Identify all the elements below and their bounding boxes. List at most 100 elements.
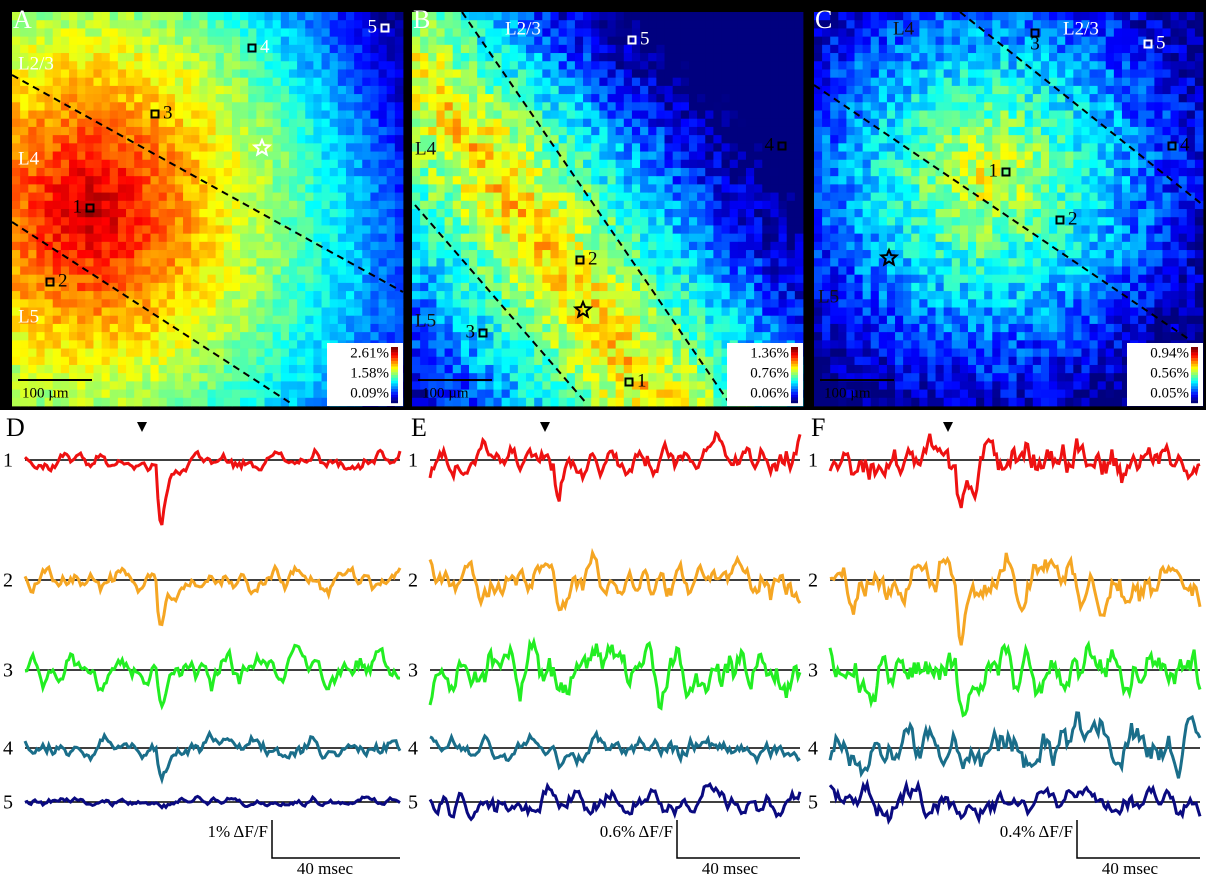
heatmap-pixel: [787, 266, 796, 275]
heatmap-pixel: [273, 61, 282, 70]
heatmap-pixel: [102, 381, 111, 390]
heatmap-pixel: [420, 242, 429, 251]
heatmap-pixel: [134, 28, 143, 37]
heatmap-pixel: [713, 291, 722, 300]
heatmap-pixel: [53, 86, 62, 95]
heatmap-pixel: [689, 266, 698, 275]
heatmap-pixel: [830, 308, 839, 317]
heatmap-pixel: [428, 299, 437, 308]
heatmap-pixel: [118, 119, 127, 128]
heatmap-pixel: [93, 250, 102, 259]
heatmap-pixel: [240, 340, 249, 349]
heatmap-pixel: [118, 299, 127, 308]
heatmap-pixel: [770, 332, 779, 341]
heatmap-pixel: [656, 217, 665, 226]
heatmap-pixel: [830, 217, 839, 226]
heatmap-pixel: [624, 127, 633, 136]
heatmap-pixel: [330, 152, 339, 161]
heatmap-pixel: [453, 20, 462, 29]
heatmap-pixel: [297, 324, 306, 333]
heatmap-pixel: [362, 37, 371, 46]
heatmap-pixel: [395, 111, 404, 120]
heatmap-pixel: [814, 111, 823, 120]
heatmap-pixel: [248, 28, 257, 37]
heatmap-pixel: [746, 291, 755, 300]
heatmap-pixel: [477, 78, 486, 87]
heatmap-pixel: [830, 160, 839, 169]
heatmap-pixel: [493, 373, 502, 382]
heatmap-pixel: [395, 234, 404, 243]
heatmap-pixel: [61, 168, 70, 177]
heatmap-pixel: [705, 12, 714, 21]
heatmap-pixel: [110, 217, 119, 226]
heatmap-pixel: [583, 349, 592, 358]
heatmap-pixel: [550, 316, 559, 325]
heatmap-pixel: [608, 20, 617, 29]
heatmap-pixel: [838, 225, 847, 234]
heatmap-pixel: [61, 242, 70, 251]
heatmap-pixel: [346, 275, 355, 284]
heatmap-pixel: [273, 209, 282, 218]
heatmap-pixel: [436, 28, 445, 37]
heatmap-pixel: [583, 86, 592, 95]
heatmap-pixel: [102, 225, 111, 234]
heatmap-pixel: [673, 381, 682, 390]
heatmap-pixel: [338, 94, 347, 103]
heatmap-pixel: [289, 283, 298, 292]
layer-label: L4: [18, 148, 40, 169]
heatmap-pixel: [722, 119, 731, 128]
heatmap-pixel: [93, 381, 102, 390]
heatmap-pixel: [469, 135, 478, 144]
heatmap-pixel: [379, 316, 388, 325]
heatmap-pixel: [510, 291, 519, 300]
heatmap-pixel: [624, 275, 633, 284]
heatmap-pixel: [150, 258, 159, 267]
heatmap-pixel: [599, 176, 608, 185]
heatmap-pixel: [12, 94, 21, 103]
heatmap-pixel: [445, 340, 454, 349]
heatmap-pixel: [395, 12, 404, 21]
heatmap-pixel: [61, 69, 70, 78]
heatmap-pixel: [822, 53, 831, 62]
heatmap-pixel: [354, 111, 363, 120]
heatmap-pixel: [477, 20, 486, 29]
heatmap-pixel: [232, 258, 241, 267]
heatmap-pixel: [395, 102, 404, 111]
heatmap-pixel: [445, 135, 454, 144]
heatmap-pixel: [469, 209, 478, 218]
heatmap-pixel: [591, 283, 600, 292]
heatmap-pixel: [779, 28, 788, 37]
heatmap-pixel: [20, 135, 29, 144]
heatmap-pixel: [354, 308, 363, 317]
heatmap-pixel: [542, 193, 551, 202]
heatmap-pixel: [118, 111, 127, 120]
heatmap-pixel: [436, 111, 445, 120]
heatmap-pixel: [830, 340, 839, 349]
heatmap-pixel: [338, 152, 347, 161]
heatmap-pixel: [770, 37, 779, 46]
heatmap-pixel: [216, 53, 225, 62]
heatmap-pixel: [493, 86, 502, 95]
heatmap-pixel: [445, 86, 454, 95]
heatmap-pixel: [289, 86, 298, 95]
heatmap-pixel: [822, 234, 831, 243]
heatmap-pixel: [534, 184, 543, 193]
heatmap-pixel: [53, 201, 62, 210]
heatmap-pixel: [191, 225, 200, 234]
heatmap-pixel: [395, 332, 404, 341]
heatmap-pixel: [608, 135, 617, 144]
layer-label: L4: [415, 138, 437, 159]
heatmap-pixel: [436, 160, 445, 169]
heatmap-pixel: [608, 53, 617, 62]
heatmap-pixel: [795, 168, 804, 177]
heatmap-pixel: [550, 217, 559, 226]
heatmap-pixel: [502, 209, 511, 218]
heatmap-pixel: [175, 119, 184, 128]
heatmap-pixel: [830, 365, 839, 374]
heatmap-pixel: [77, 299, 86, 308]
heatmap-pixel: [322, 258, 331, 267]
heatmap-pixel: [150, 176, 159, 185]
heatmap-pixel: [77, 225, 86, 234]
heatmap-pixel: [224, 20, 233, 29]
heatmap-pixel: [126, 234, 135, 243]
